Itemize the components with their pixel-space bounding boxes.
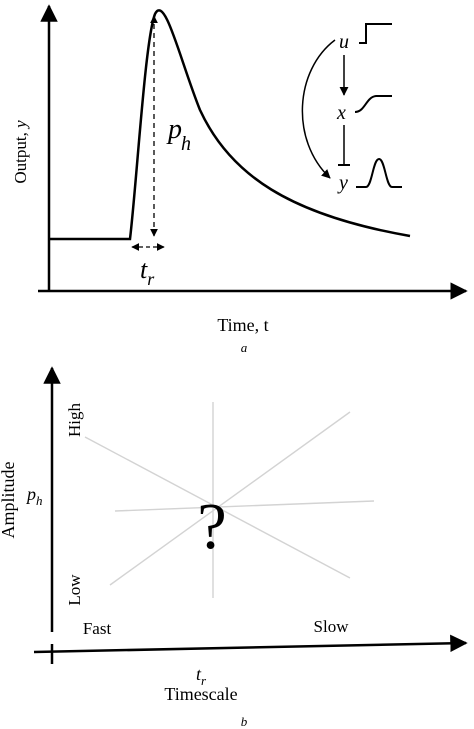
response-curve <box>49 9 411 241</box>
low-label: Low <box>65 574 84 606</box>
panel-b-yvar: ph <box>25 484 43 508</box>
rise-time-label-sub: r <box>147 269 155 289</box>
panel-b-xlabel: Timescale <box>164 684 237 704</box>
inset-y-label: y <box>337 172 348 194</box>
panel-b-xvar: tr <box>196 664 207 688</box>
slow-label: Slow <box>314 617 350 636</box>
starburst-line <box>109 411 351 586</box>
panel-b-x-axis <box>33 634 468 654</box>
peak-label-sub: h <box>181 133 191 155</box>
inset-x-label: x <box>336 102 346 124</box>
inset-u-label: u <box>339 31 349 53</box>
inset-diagram: u x y <box>301 23 402 194</box>
inset-curved-arrow-u-y <box>301 39 336 179</box>
starburst-line <box>84 436 351 579</box>
starburst-lines <box>84 402 375 598</box>
panel-b-yvar-sub: h <box>36 493 43 508</box>
saturating-state-icon <box>354 95 392 113</box>
panel-b: ? High Low Fast Slow Amplitude ph tr Tim… <box>0 366 468 729</box>
pulse-output-icon <box>356 157 402 188</box>
fast-label: Fast <box>83 619 112 638</box>
panel-b-ylabel: Amplitude <box>0 461 18 538</box>
panel-a: ph tr Output, y Time, t a u x y <box>11 4 468 355</box>
panel-b-caption: b <box>241 714 248 729</box>
step-input-icon <box>359 23 392 44</box>
peak-label: ph <box>166 114 191 155</box>
rise-time-label: tr <box>140 255 155 289</box>
starburst-line <box>114 500 375 512</box>
panel-a-caption: a <box>241 340 248 355</box>
panel-b-xvar-sub: r <box>201 673 207 688</box>
high-label: High <box>65 403 84 438</box>
question-mark: ? <box>197 490 226 563</box>
panel-a-xlabel: Time, t <box>217 315 268 335</box>
panel-a-ylabel: Output, y <box>11 120 30 184</box>
